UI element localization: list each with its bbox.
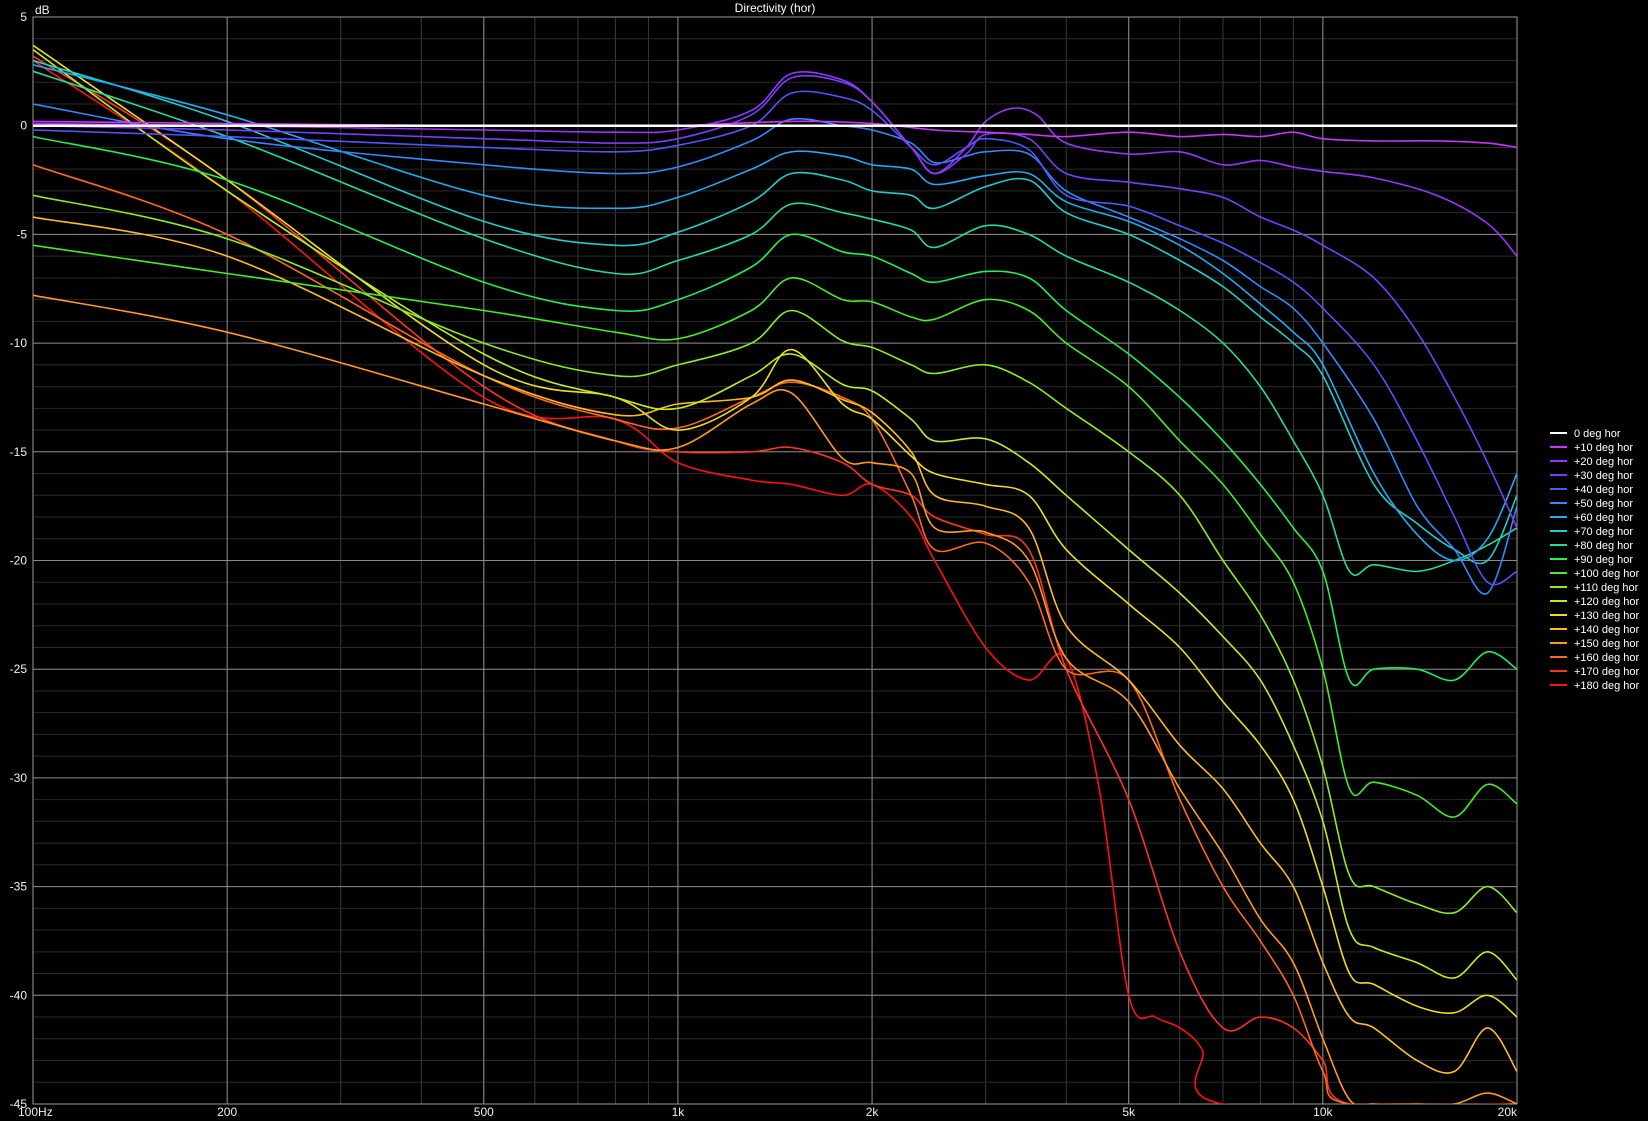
y-tick-label: -40 xyxy=(10,988,28,1002)
legend-label: +120 deg hor xyxy=(1574,596,1639,608)
series-line-plus-50-deg-hor xyxy=(33,103,1517,595)
legend-label: +50 deg hor xyxy=(1574,498,1633,510)
chart-title: Directivity (hor) xyxy=(735,1,816,15)
series-line-plus-90-deg-hor xyxy=(33,135,1517,687)
legend-label: +20 deg hor xyxy=(1574,456,1633,468)
legend-label: +30 deg hor xyxy=(1574,470,1633,482)
x-tick-label: 2k xyxy=(866,1105,880,1119)
series-line-plus-70-deg-hor xyxy=(33,59,1517,565)
y-tick-label: 0 xyxy=(20,119,27,133)
legend-label: +90 deg hor xyxy=(1574,554,1633,566)
y-tick-label: -25 xyxy=(10,662,28,676)
legend-label: +10 deg hor xyxy=(1574,442,1633,454)
x-tick-label: 1k xyxy=(672,1105,686,1119)
series-line-plus-160-deg-hor xyxy=(33,164,1517,1104)
y-tick-label: 5 xyxy=(20,10,27,24)
legend-label: +100 deg hor xyxy=(1574,568,1639,580)
x-tick-label: 500 xyxy=(474,1105,494,1119)
legend-label: +60 deg hor xyxy=(1574,512,1633,524)
y-tick-label: -5 xyxy=(16,227,27,241)
legend-label: +110 deg hor xyxy=(1574,582,1639,594)
legend-label: +160 deg hor xyxy=(1574,652,1639,664)
y-tick-label: -30 xyxy=(10,771,28,785)
series-line-plus-180-deg-hor xyxy=(33,59,1517,1104)
y-axis-label: dB xyxy=(35,3,50,17)
series-line-plus-20-deg-hor xyxy=(33,70,1517,257)
series-line-plus-110-deg-hor xyxy=(33,194,1517,915)
legend-label: +180 deg hor xyxy=(1574,680,1639,692)
series-curves xyxy=(33,44,1517,1104)
legend-label: +80 deg hor xyxy=(1574,540,1633,552)
legend-label: +130 deg hor xyxy=(1574,610,1639,622)
series-line-plus-140-deg-hor xyxy=(33,216,1517,1074)
y-tick-label: -20 xyxy=(10,554,28,568)
series-line-plus-120-deg-hor xyxy=(33,48,1517,981)
legend: 0 deg hor +10 deg hor +20 deg hor +30 deg h… xyxy=(1550,428,1639,692)
legend-label: +70 deg hor xyxy=(1574,526,1633,538)
x-tick-label: 5k xyxy=(1122,1105,1136,1119)
y-tick-label: -35 xyxy=(10,880,28,894)
series-line-plus-60-deg-hor xyxy=(33,64,1517,562)
legend-label: +170 deg hor xyxy=(1574,666,1639,678)
series-line-plus-150-deg-hor xyxy=(33,294,1517,1104)
x-tick-label: 20k xyxy=(1498,1105,1518,1119)
legend-label: 0 deg hor xyxy=(1574,428,1621,440)
y-tick-label: -45 xyxy=(10,1097,28,1111)
series-line-plus-80-deg-hor xyxy=(33,70,1517,577)
series-line-plus-130-deg-hor xyxy=(33,44,1517,1018)
plot-border xyxy=(32,16,1518,1105)
series-line-plus-40-deg-hor xyxy=(33,90,1517,586)
y-tick-label: -15 xyxy=(10,445,28,459)
series-line-plus-30-deg-hor xyxy=(33,74,1517,529)
series-line-plus-100-deg-hor xyxy=(33,244,1517,818)
x-tick-label: 200 xyxy=(217,1105,237,1119)
x-tick-label: 10k xyxy=(1313,1105,1333,1119)
legend-label: +140 deg hor xyxy=(1574,624,1639,636)
y-tick-label: -10 xyxy=(10,336,28,350)
legend-label: +150 deg hor xyxy=(1574,638,1639,650)
legend-label: +40 deg hor xyxy=(1574,484,1633,496)
series-line-plus-170-deg-hor xyxy=(33,55,1517,1104)
x-tick-label: 100Hz xyxy=(18,1105,53,1119)
